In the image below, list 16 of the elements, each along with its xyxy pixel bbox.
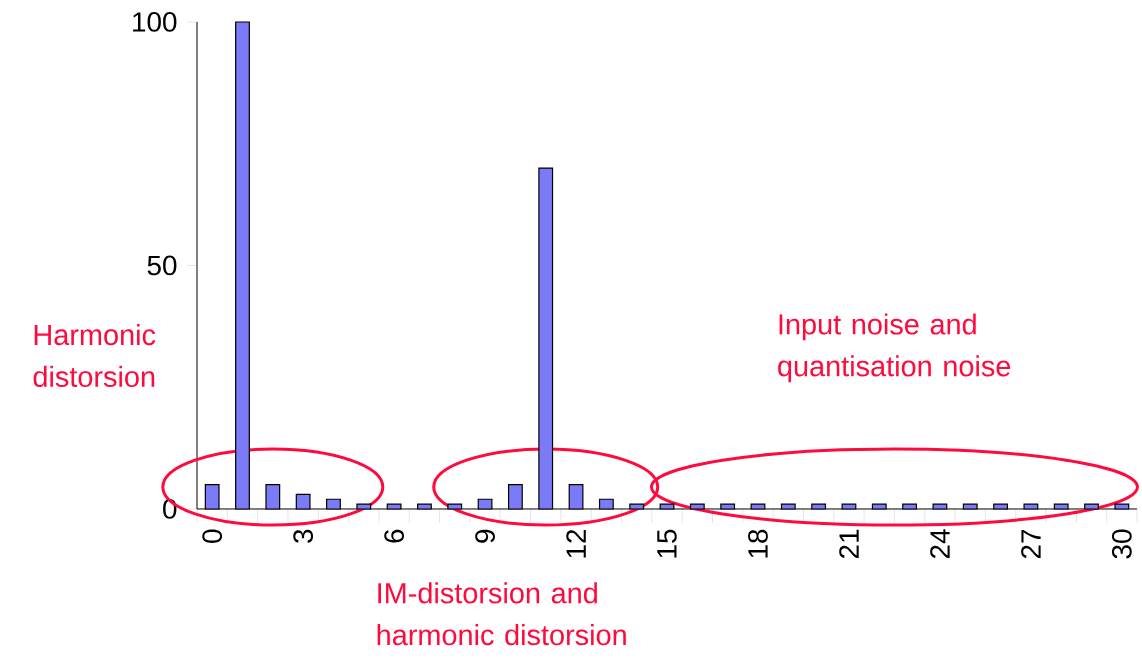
- x-tick-label: 18: [748, 529, 768, 558]
- y-tick-label: 100: [133, 12, 177, 32]
- x-tick-label: 15: [657, 529, 677, 558]
- x-tick-label: 3: [293, 529, 314, 543]
- x-tick-label: 9: [475, 529, 495, 543]
- y-tick-label: 50: [147, 255, 177, 276]
- text: IM-distorsion and harmonic distorsion: [377, 582, 626, 646]
- x-tick-label: 30: [1111, 529, 1132, 559]
- text: Harmonic distorsion: [33, 323, 156, 388]
- x-tick-label: 24: [930, 529, 950, 559]
- annotation: Input noise and quantisation noise: [778, 313, 1011, 383]
- x-tick-label: 27: [1021, 529, 1041, 559]
- x-tick-label: 21: [839, 529, 859, 559]
- x-tick-label: 6: [384, 529, 404, 543]
- x-tick-label: 0: [202, 529, 223, 543]
- x-tick-label: 12: [566, 529, 586, 558]
